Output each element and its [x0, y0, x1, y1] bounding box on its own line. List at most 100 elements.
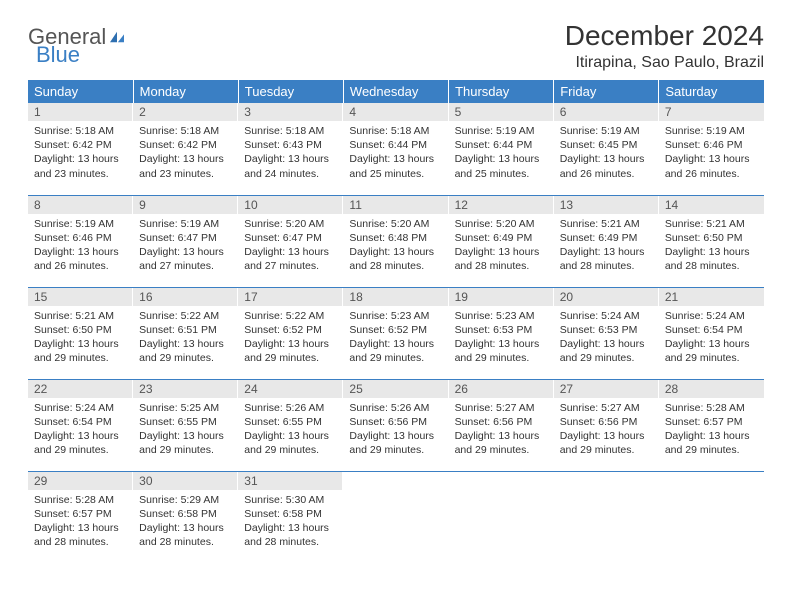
calendar-cell: 17Sunrise: 5:22 AMSunset: 6:52 PMDayligh… [238, 287, 343, 379]
day-number: 6 [554, 103, 659, 121]
sunrise-line: Sunrise: 5:23 AM [349, 309, 442, 323]
sunset-line: Sunset: 6:45 PM [560, 138, 653, 152]
calendar-row: 15Sunrise: 5:21 AMSunset: 6:50 PMDayligh… [28, 287, 764, 379]
calendar-cell: 20Sunrise: 5:24 AMSunset: 6:53 PMDayligh… [554, 287, 659, 379]
day-number: 4 [343, 103, 448, 121]
sunset-line: Sunset: 6:54 PM [665, 323, 758, 337]
daylight-line: Daylight: 13 hours and 24 minutes. [244, 152, 337, 180]
day-number: 27 [554, 380, 659, 398]
daylight-line: Daylight: 13 hours and 29 minutes. [349, 429, 442, 457]
day-number: 29 [28, 472, 133, 490]
sunrise-line: Sunrise: 5:19 AM [665, 124, 758, 138]
sunrise-line: Sunrise: 5:20 AM [244, 217, 337, 231]
sunrise-line: Sunrise: 5:22 AM [244, 309, 337, 323]
sunrise-line: Sunrise: 5:26 AM [244, 401, 337, 415]
sunset-line: Sunset: 6:43 PM [244, 138, 337, 152]
sunrise-line: Sunrise: 5:19 AM [455, 124, 548, 138]
sunset-line: Sunset: 6:56 PM [560, 415, 653, 429]
day-body: Sunrise: 5:19 AMSunset: 6:47 PMDaylight:… [133, 214, 238, 277]
day-body: Sunrise: 5:21 AMSunset: 6:49 PMDaylight:… [554, 214, 659, 277]
weekday-header: Sunday [28, 80, 133, 103]
sunset-line: Sunset: 6:52 PM [244, 323, 337, 337]
calendar-cell: 18Sunrise: 5:23 AMSunset: 6:52 PMDayligh… [343, 287, 448, 379]
calendar-cell: 5Sunrise: 5:19 AMSunset: 6:44 PMDaylight… [449, 103, 554, 195]
day-number: 1 [28, 103, 133, 121]
day-body: Sunrise: 5:19 AMSunset: 6:46 PMDaylight:… [659, 121, 764, 184]
sunrise-line: Sunrise: 5:28 AM [34, 493, 127, 507]
day-number: 24 [238, 380, 343, 398]
daylight-line: Daylight: 13 hours and 28 minutes. [34, 521, 127, 549]
daylight-line: Daylight: 13 hours and 29 minutes. [560, 429, 653, 457]
daylight-line: Daylight: 13 hours and 28 minutes. [665, 245, 758, 273]
sail-icon [108, 30, 126, 44]
day-number: 23 [133, 380, 238, 398]
sunrise-line: Sunrise: 5:19 AM [34, 217, 127, 231]
weekday-header: Tuesday [238, 80, 343, 103]
sunrise-line: Sunrise: 5:18 AM [34, 124, 127, 138]
day-number: 12 [449, 196, 554, 214]
sunrise-line: Sunrise: 5:28 AM [665, 401, 758, 415]
sunset-line: Sunset: 6:46 PM [665, 138, 758, 152]
calendar-cell: 11Sunrise: 5:20 AMSunset: 6:48 PMDayligh… [343, 195, 448, 287]
day-number: 25 [343, 380, 448, 398]
daylight-line: Daylight: 13 hours and 26 minutes. [665, 152, 758, 180]
day-body: Sunrise: 5:30 AMSunset: 6:58 PMDaylight:… [238, 490, 343, 553]
daylight-line: Daylight: 13 hours and 29 minutes. [244, 429, 337, 457]
day-body: Sunrise: 5:18 AMSunset: 6:44 PMDaylight:… [343, 121, 448, 184]
day-number: 5 [449, 103, 554, 121]
sunset-line: Sunset: 6:53 PM [455, 323, 548, 337]
calendar-cell: 22Sunrise: 5:24 AMSunset: 6:54 PMDayligh… [28, 379, 133, 471]
weekday-header: Friday [554, 80, 659, 103]
daylight-line: Daylight: 13 hours and 29 minutes. [139, 429, 232, 457]
daylight-line: Daylight: 13 hours and 29 minutes. [665, 337, 758, 365]
sunset-line: Sunset: 6:42 PM [34, 138, 127, 152]
sunrise-line: Sunrise: 5:26 AM [349, 401, 442, 415]
day-number: 10 [238, 196, 343, 214]
sunset-line: Sunset: 6:58 PM [244, 507, 337, 521]
weekday-header: Saturday [659, 80, 764, 103]
daylight-line: Daylight: 13 hours and 28 minutes. [244, 521, 337, 549]
day-number: 2 [133, 103, 238, 121]
calendar-cell: 16Sunrise: 5:22 AMSunset: 6:51 PMDayligh… [133, 287, 238, 379]
calendar-cell: 15Sunrise: 5:21 AMSunset: 6:50 PMDayligh… [28, 287, 133, 379]
day-number: 13 [554, 196, 659, 214]
day-number: 18 [343, 288, 448, 306]
sunrise-line: Sunrise: 5:21 AM [34, 309, 127, 323]
sunrise-line: Sunrise: 5:22 AM [139, 309, 232, 323]
sunset-line: Sunset: 6:53 PM [560, 323, 653, 337]
day-body: Sunrise: 5:26 AMSunset: 6:55 PMDaylight:… [238, 398, 343, 461]
sunrise-line: Sunrise: 5:24 AM [665, 309, 758, 323]
sunset-line: Sunset: 6:55 PM [244, 415, 337, 429]
calendar-cell: . [449, 471, 554, 563]
calendar-cell: . [554, 471, 659, 563]
day-number: 30 [133, 472, 238, 490]
calendar-body: 1Sunrise: 5:18 AMSunset: 6:42 PMDaylight… [28, 103, 764, 563]
daylight-line: Daylight: 13 hours and 29 minutes. [560, 337, 653, 365]
calendar-cell: . [659, 471, 764, 563]
calendar-cell: 3Sunrise: 5:18 AMSunset: 6:43 PMDaylight… [238, 103, 343, 195]
daylight-line: Daylight: 13 hours and 28 minutes. [560, 245, 653, 273]
calendar-cell: 9Sunrise: 5:19 AMSunset: 6:47 PMDaylight… [133, 195, 238, 287]
daylight-line: Daylight: 13 hours and 29 minutes. [349, 337, 442, 365]
sunset-line: Sunset: 6:51 PM [139, 323, 232, 337]
logo-text-blue: Blue [36, 42, 80, 67]
day-body: Sunrise: 5:20 AMSunset: 6:49 PMDaylight:… [449, 214, 554, 277]
day-body: Sunrise: 5:24 AMSunset: 6:54 PMDaylight:… [659, 306, 764, 369]
calendar-page: General December 2024 Itirapina, Sao Pau… [0, 0, 792, 583]
day-body: Sunrise: 5:22 AMSunset: 6:52 PMDaylight:… [238, 306, 343, 369]
title-block: December 2024 Itirapina, Sao Paulo, Braz… [565, 20, 764, 72]
calendar-cell: 19Sunrise: 5:23 AMSunset: 6:53 PMDayligh… [449, 287, 554, 379]
calendar-cell: 13Sunrise: 5:21 AMSunset: 6:49 PMDayligh… [554, 195, 659, 287]
calendar-cell: 8Sunrise: 5:19 AMSunset: 6:46 PMDaylight… [28, 195, 133, 287]
day-body: Sunrise: 5:28 AMSunset: 6:57 PMDaylight:… [659, 398, 764, 461]
daylight-line: Daylight: 13 hours and 23 minutes. [34, 152, 127, 180]
sunrise-line: Sunrise: 5:21 AM [665, 217, 758, 231]
weekday-header: Thursday [449, 80, 554, 103]
day-body: Sunrise: 5:26 AMSunset: 6:56 PMDaylight:… [343, 398, 448, 461]
calendar-cell: 24Sunrise: 5:26 AMSunset: 6:55 PMDayligh… [238, 379, 343, 471]
day-body: Sunrise: 5:18 AMSunset: 6:42 PMDaylight:… [133, 121, 238, 184]
day-body: Sunrise: 5:23 AMSunset: 6:52 PMDaylight:… [343, 306, 448, 369]
daylight-line: Daylight: 13 hours and 28 minutes. [139, 521, 232, 549]
calendar-cell: 4Sunrise: 5:18 AMSunset: 6:44 PMDaylight… [343, 103, 448, 195]
calendar-row: 8Sunrise: 5:19 AMSunset: 6:46 PMDaylight… [28, 195, 764, 287]
